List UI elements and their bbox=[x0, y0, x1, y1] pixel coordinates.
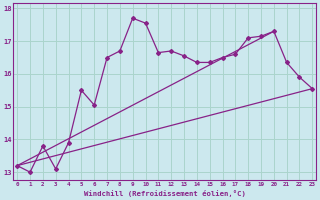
X-axis label: Windchill (Refroidissement éolien,°C): Windchill (Refroidissement éolien,°C) bbox=[84, 190, 246, 197]
